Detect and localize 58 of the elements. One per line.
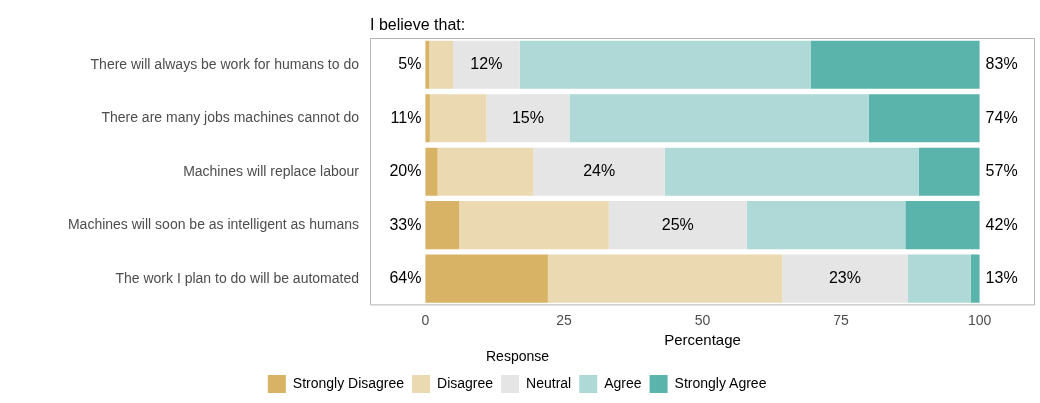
x-tick-label: 0 bbox=[421, 311, 430, 328]
annotation: 83% bbox=[985, 55, 1018, 73]
bar bbox=[810, 40, 980, 89]
bar bbox=[608, 201, 747, 250]
legend-label: Neutral bbox=[526, 374, 572, 391]
bar bbox=[664, 147, 919, 196]
bar bbox=[429, 40, 454, 89]
x-tick-label: 25 bbox=[556, 311, 572, 328]
annotation: 5% bbox=[398, 55, 422, 73]
annotation: 15% bbox=[511, 108, 544, 126]
bar bbox=[425, 40, 430, 89]
legend-label: Strongly Disagree bbox=[292, 374, 405, 391]
bar bbox=[453, 40, 520, 89]
legend-label: Strongly Agree bbox=[674, 374, 767, 391]
x-tick-label: 50 bbox=[694, 311, 711, 328]
bar bbox=[907, 254, 971, 303]
annotation: 13% bbox=[985, 269, 1018, 287]
y-tick-label: There are many jobs machines cannot do bbox=[101, 109, 360, 126]
annotation: 20% bbox=[389, 162, 422, 180]
x-tick-label: 75 bbox=[833, 311, 850, 328]
y-tick-label: Machines will soon be as intelligent as humans bbox=[67, 216, 359, 233]
bar bbox=[425, 254, 548, 303]
bar bbox=[459, 201, 609, 250]
bar bbox=[868, 94, 980, 143]
bar bbox=[746, 201, 906, 250]
bar bbox=[425, 147, 438, 196]
annotation: 25% bbox=[661, 215, 694, 233]
bar bbox=[437, 147, 534, 196]
bar bbox=[425, 94, 430, 143]
bar bbox=[970, 254, 980, 303]
bar bbox=[519, 40, 811, 89]
bar bbox=[905, 201, 980, 250]
annotation: 57% bbox=[985, 162, 1018, 180]
chart-title: I believe that: bbox=[370, 16, 466, 34]
annotation: 11% bbox=[390, 108, 422, 126]
legend-label: Disagree bbox=[437, 374, 494, 391]
y-tick-label: There will always be work for humans to do bbox=[90, 55, 360, 72]
annotation: 74% bbox=[985, 108, 1018, 126]
annotation: 23% bbox=[828, 269, 861, 287]
annotation: 12% bbox=[470, 55, 503, 73]
annotation: 64% bbox=[389, 269, 422, 287]
bar bbox=[569, 94, 869, 143]
bar bbox=[533, 147, 665, 196]
bar bbox=[547, 254, 783, 303]
bar bbox=[425, 201, 460, 250]
bar bbox=[486, 94, 570, 143]
bar bbox=[782, 254, 908, 303]
annotation: 24% bbox=[583, 162, 616, 180]
y-tick-label: The work I plan to do will be automated bbox=[115, 269, 359, 286]
y-tick-label: Machines will replace labour bbox=[183, 162, 360, 179]
annotation: 42% bbox=[985, 215, 1018, 233]
bar bbox=[429, 94, 487, 143]
x-tick-label: 100 bbox=[967, 311, 992, 328]
legend-title: Response bbox=[485, 348, 550, 365]
annotation: 33% bbox=[389, 215, 422, 233]
bar bbox=[918, 147, 980, 196]
legend-label: Agree bbox=[604, 374, 642, 391]
x-axis-title: Percentage bbox=[664, 331, 741, 349]
